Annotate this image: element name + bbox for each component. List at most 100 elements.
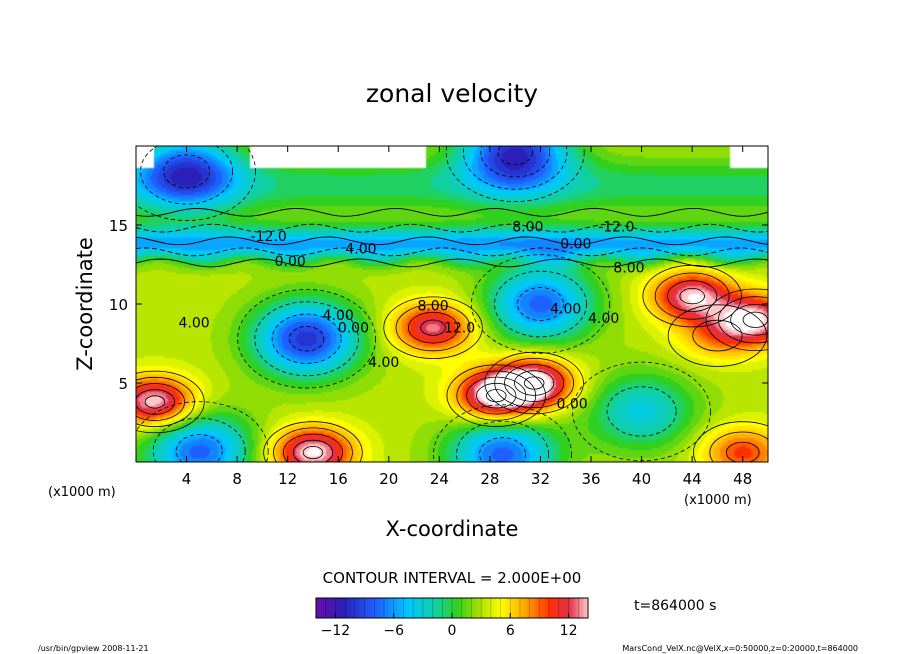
colorbar-tick-label: 0 (448, 623, 457, 639)
contour-line (466, 376, 527, 415)
contour-label: 4.00 (550, 301, 581, 317)
contour-line (136, 207, 768, 217)
contour-line (395, 304, 471, 352)
footer-left: /usr/bin/gpview 2008-11-21 (38, 644, 149, 653)
contour-line (433, 404, 572, 462)
contour-line (456, 420, 549, 462)
contour-label: -12.0 (251, 229, 287, 245)
footer-right: MarsCond_VelX.nc@VelX,x=0:50000,z=0:2000… (622, 644, 858, 653)
contour-line (471, 254, 610, 354)
contour-line (302, 445, 324, 460)
contour-line (497, 146, 533, 166)
contour-line (709, 431, 768, 462)
contour-line (479, 437, 526, 462)
colorbar-tick-label: −12 (321, 623, 351, 639)
contour-line (504, 364, 565, 402)
contour-line (144, 395, 166, 409)
contour-line (420, 319, 446, 336)
contour-line (271, 313, 342, 364)
colorbar-tick-label: 6 (506, 623, 515, 639)
contour-line (263, 421, 363, 462)
x-unit-left: (x1000 m) (48, 485, 116, 500)
contour-label: 0.00 (338, 320, 369, 336)
contour-line (140, 146, 233, 205)
y-tick-label: 15 (109, 217, 128, 235)
contour-label: 4.00 (588, 311, 619, 327)
contour-line (517, 287, 564, 321)
contour-label: 4.00 (368, 355, 399, 371)
contour-line (514, 370, 555, 396)
contour-line (494, 270, 587, 338)
contour-line (606, 386, 677, 437)
contour-label: 8.00 (613, 260, 644, 276)
contour-line (463, 146, 568, 190)
contour-label: 4.00 (323, 308, 354, 324)
x-tick-label: 32 (531, 470, 550, 488)
contour-line (679, 287, 705, 305)
colorbar-tick-label: 12 (560, 623, 578, 639)
contour-label: 8.00 (417, 298, 448, 314)
x-tick-label: 40 (632, 470, 651, 488)
contour-line (730, 303, 768, 336)
x-axis-label: X-coordinate (386, 517, 519, 541)
contour-line (494, 357, 574, 409)
chart-title: zonal velocity (366, 79, 538, 108)
y-tick-label: 10 (109, 296, 128, 314)
contour-line (288, 326, 325, 352)
contour-line (705, 288, 768, 352)
contour-line (273, 427, 353, 462)
contour-line (446, 364, 546, 427)
contour-line (136, 146, 256, 221)
contour-line (523, 376, 545, 390)
contour-line (136, 223, 768, 233)
x-tick-label: 20 (379, 470, 398, 488)
contour-line (136, 370, 205, 434)
x-axis: 4 8 12 16 20 24 28 32 36 40 44 48 (182, 146, 752, 488)
colorbar-ticks: −12 −6 0 6 12 (321, 613, 578, 639)
contour-line (667, 280, 718, 312)
y-tick-label: 5 (118, 375, 128, 393)
contour-label: 0.00 (275, 254, 306, 270)
contour-line (725, 441, 760, 462)
x-tick-label: 44 (683, 470, 702, 488)
velocity-field-image (136, 146, 768, 462)
contour-line (136, 383, 185, 421)
contour-line (136, 258, 768, 268)
contour-label: 0.00 (560, 237, 591, 253)
contour-line (692, 319, 743, 352)
y-axis: 5 10 15 (109, 217, 768, 393)
contour-line (480, 146, 551, 178)
colorbar-segments (325, 598, 579, 618)
contour-line (717, 296, 768, 344)
time-label: t=864000 s (634, 598, 716, 614)
contour-line (136, 247, 768, 257)
contour-line (282, 433, 343, 462)
x-tick-label: 4 (182, 470, 192, 488)
contour-label: 4.00 (179, 316, 210, 332)
contour-line (383, 296, 483, 359)
contour-line (654, 272, 730, 320)
contour-interval-text: CONTOUR INTERVAL = 2.000E+00 (323, 569, 582, 587)
contour-line (476, 382, 517, 409)
contour-line (292, 439, 334, 462)
contour-line (152, 417, 246, 462)
contour-label: 4.00 (345, 241, 376, 257)
x-tick-label: 48 (733, 470, 752, 488)
contour-label: -12.0 (598, 219, 634, 235)
contour-line (407, 311, 459, 344)
contour-label: 8.00 (512, 219, 543, 235)
contour-line (136, 389, 176, 415)
contour-labels: -12.00.004.008.00 -12.00.008.004.00 4.000.… (179, 219, 645, 412)
contour-line (254, 301, 359, 377)
contour-line (693, 421, 768, 462)
contour-line (136, 236, 768, 246)
contour-line (667, 304, 768, 367)
contour-line (445, 146, 585, 203)
contour-line (175, 434, 223, 462)
contour-label: 12.0 (444, 320, 475, 336)
x-tick-label: 24 (430, 470, 449, 488)
x-tick-label: 28 (480, 470, 499, 488)
contour-line (237, 289, 377, 389)
x-tick-label: 12 (278, 470, 297, 488)
